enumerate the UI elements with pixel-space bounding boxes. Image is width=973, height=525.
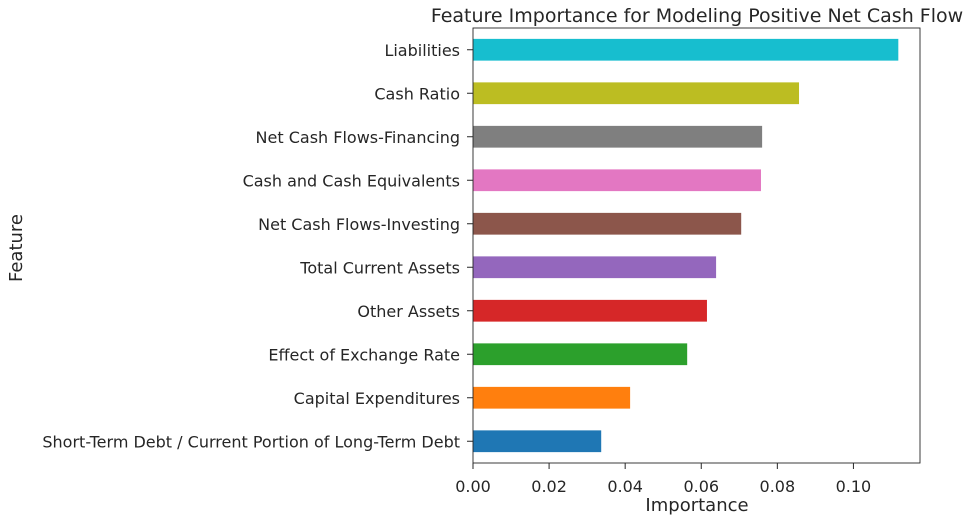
y-tick-label: Net Cash Flows-Investing bbox=[258, 215, 460, 234]
bar bbox=[473, 82, 800, 105]
bar bbox=[473, 169, 761, 192]
bar bbox=[473, 212, 742, 235]
bar bbox=[473, 256, 717, 279]
y-tick-label: Other Assets bbox=[357, 302, 460, 321]
y-tick-label: Total Current Assets bbox=[299, 258, 460, 277]
bar bbox=[473, 38, 899, 61]
y-tick-label: Net Cash Flows-Financing bbox=[256, 128, 460, 147]
y-tick-label: Cash and Cash Equivalents bbox=[243, 171, 460, 190]
bar bbox=[473, 343, 688, 366]
y-tick-label: Short-Term Debt / Current Portion of Lon… bbox=[42, 432, 460, 451]
bar bbox=[473, 125, 763, 148]
bar bbox=[473, 430, 602, 453]
x-tick-label: 0.08 bbox=[760, 477, 796, 496]
x-tick-label: 0.02 bbox=[531, 477, 567, 496]
bars-layer bbox=[473, 38, 899, 453]
y-ticks-layer: Short-Term Debt / Current Portion of Lon… bbox=[42, 41, 473, 451]
y-tick-label: Effect of Exchange Rate bbox=[268, 345, 460, 364]
bar bbox=[473, 299, 707, 322]
y-tick-label: Capital Expenditures bbox=[294, 389, 460, 408]
bar bbox=[473, 386, 631, 409]
y-axis-label: Feature bbox=[6, 214, 27, 282]
y-tick-label: Cash Ratio bbox=[374, 84, 460, 103]
x-axis-label: Importance bbox=[645, 495, 748, 516]
x-tick-label: 0.04 bbox=[607, 477, 643, 496]
y-tick-label: Liabilities bbox=[384, 41, 460, 60]
x-tick-label: 0.06 bbox=[683, 477, 719, 496]
plot-frame bbox=[472, 27, 921, 464]
x-ticks-layer: 0.00 0.02 0.04 0.06 0.08 0.10 bbox=[455, 463, 871, 496]
x-tick-label: 0.00 bbox=[455, 477, 491, 496]
chart-title: Feature Importance for Modeling Positive… bbox=[431, 5, 963, 27]
x-tick-label: 0.10 bbox=[836, 477, 872, 496]
